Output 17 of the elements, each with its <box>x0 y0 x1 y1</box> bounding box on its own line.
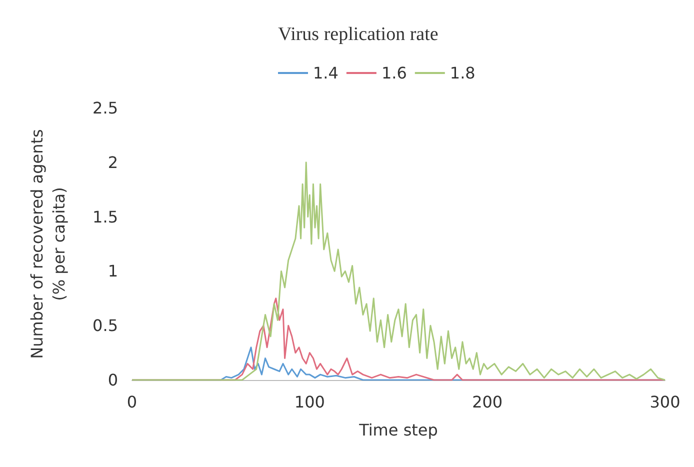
y-axis-title: Number of recovered agents (% per capita) <box>28 129 68 359</box>
y-tick-label: 1 <box>108 262 118 281</box>
x-tick-label: 300 <box>650 392 680 412</box>
x-axis-title: Time step <box>358 420 438 440</box>
y-tick-label: 0 <box>108 370 118 390</box>
y-tick-label: 2.5 <box>92 98 118 118</box>
y-tick-label: 1.5 <box>92 207 118 226</box>
legend-label: 1.4 <box>313 64 338 82</box>
legend-label: 1.8 <box>450 64 476 82</box>
line-series <box>131 162 666 381</box>
x-tick-label: 100 <box>294 392 325 412</box>
x-tick-label: 0 <box>126 392 138 412</box>
legend-label: 1.6 <box>381 64 407 82</box>
y-tick-label: 0.5 <box>92 316 118 336</box>
y-tick-label: 2 <box>108 152 118 172</box>
x-tick-label: 200 <box>472 392 503 412</box>
legend-title: Virus replication rate <box>278 24 438 45</box>
